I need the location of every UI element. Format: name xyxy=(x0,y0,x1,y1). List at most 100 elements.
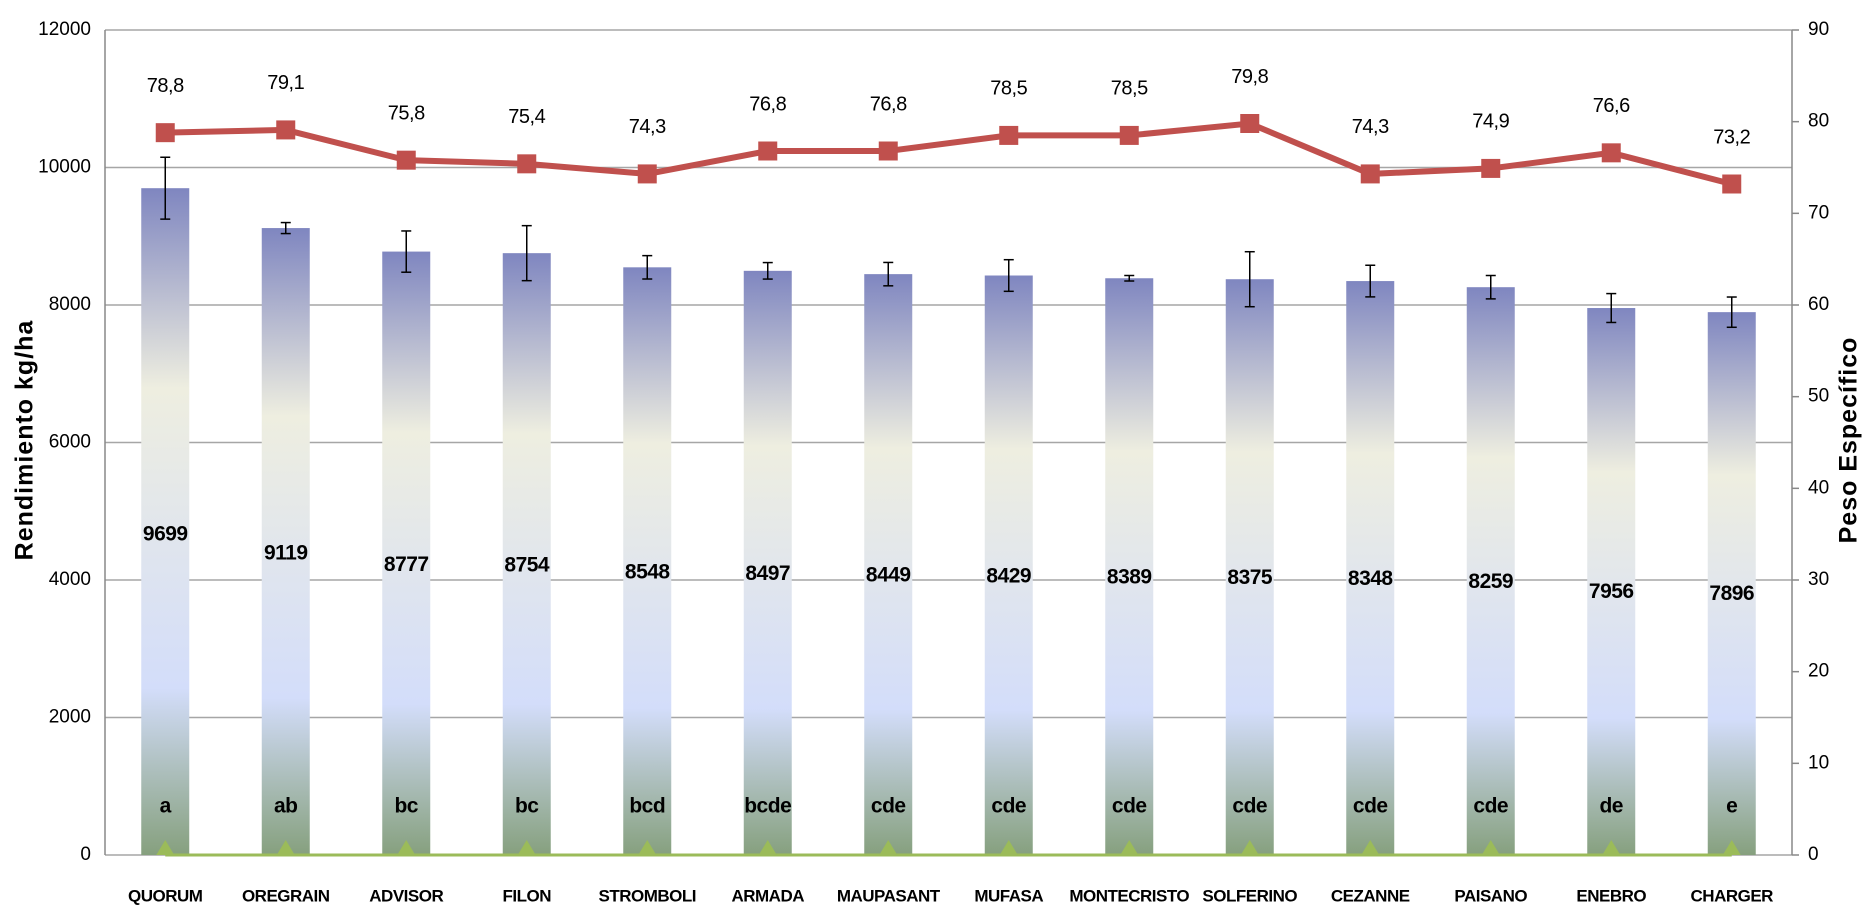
marker xyxy=(758,141,778,161)
error-bar xyxy=(1485,274,1496,300)
y-tick-label: 6000 xyxy=(49,432,91,453)
marker xyxy=(396,150,416,170)
group-label: cde xyxy=(871,795,906,818)
y2-tick-label: 20 xyxy=(1808,661,1829,682)
error-bar xyxy=(160,156,171,220)
group-label: bcd xyxy=(629,795,665,818)
group-label: bcde xyxy=(744,795,791,818)
y-tick-label: 0 xyxy=(80,844,91,865)
marker xyxy=(878,141,898,161)
bar xyxy=(1587,308,1636,855)
y-axis-title: Rendimiento kg/ha xyxy=(11,320,39,561)
group-label: e xyxy=(1726,795,1737,818)
error-bar xyxy=(762,261,773,280)
data-label: 76,8 xyxy=(749,93,786,115)
group-label: bc xyxy=(515,795,539,818)
y2-tick-label: 0 xyxy=(1808,844,1819,865)
x-tick-label: ENEBRO xyxy=(1576,886,1646,905)
error-bar xyxy=(642,254,653,280)
x-tick-label: CEZANNE xyxy=(1331,886,1410,905)
bar xyxy=(1466,287,1515,856)
y2-tick-label: 40 xyxy=(1808,477,1829,498)
data-label: 9119 xyxy=(264,542,308,565)
y2-tick-label: 60 xyxy=(1808,294,1829,315)
group-label: de xyxy=(1599,795,1623,818)
marker xyxy=(1240,114,1260,133)
data-label: 74,3 xyxy=(1352,116,1389,138)
error-bar xyxy=(1003,258,1014,293)
data-label: 8777 xyxy=(384,553,429,576)
bar xyxy=(864,274,913,856)
y2-axis-title: Peso Específico xyxy=(1835,337,1863,544)
x-tick-label: FILON xyxy=(503,886,552,905)
x-tick-label: OREGRAIN xyxy=(242,886,330,905)
x-tick-label: STROMBOLI xyxy=(599,886,697,905)
bar xyxy=(382,251,431,856)
y2-tick-label: 90 xyxy=(1808,19,1829,40)
group-label: cde xyxy=(991,795,1026,818)
line xyxy=(165,120,1733,187)
marker xyxy=(1481,840,1500,855)
marker xyxy=(879,840,898,855)
data-label: 75,8 xyxy=(388,102,425,124)
marker xyxy=(758,840,777,855)
data-label: 7896 xyxy=(1709,582,1754,605)
bar xyxy=(984,275,1033,856)
data-label: 78,8 xyxy=(147,75,184,97)
data-label: 74,3 xyxy=(629,116,666,138)
bar xyxy=(1225,279,1274,855)
bar xyxy=(743,270,792,855)
error-bar xyxy=(1606,292,1617,324)
y-tick-label: 12000 xyxy=(38,19,91,40)
data-label: 73,2 xyxy=(1713,126,1750,148)
data-label: 8389 xyxy=(1107,566,1152,589)
error-bar xyxy=(1124,274,1135,282)
data-label: 79,1 xyxy=(267,72,304,94)
error-bar xyxy=(1365,264,1376,298)
data-label: 79,8 xyxy=(1231,66,1268,88)
group-label: cde xyxy=(1112,795,1147,818)
data-label: 8429 xyxy=(986,564,1031,587)
x-tick-label: MAUPASANT xyxy=(837,886,941,905)
bar xyxy=(1346,281,1395,855)
x-tick-label: QUORUM xyxy=(128,886,203,905)
error-bar xyxy=(1244,250,1255,308)
y2-tick-label: 50 xyxy=(1808,386,1829,407)
marker xyxy=(1722,840,1741,855)
marker xyxy=(517,154,537,174)
x-tick-label: SOLFERINO xyxy=(1202,886,1297,905)
y-tick-label: 10000 xyxy=(38,157,91,178)
data-label: 8497 xyxy=(745,562,790,585)
marker xyxy=(276,120,296,140)
x-tick-label: MONTECRISTO xyxy=(1069,886,1189,905)
error-bar xyxy=(1726,296,1737,329)
group-label: cde xyxy=(1353,795,1388,818)
marker xyxy=(1119,125,1139,145)
y-tick-label: 4000 xyxy=(49,569,91,590)
y-tick-label: 2000 xyxy=(49,707,91,728)
group-label: a xyxy=(160,795,172,818)
marker xyxy=(638,840,657,855)
x-tick-label: MUFASA xyxy=(974,886,1043,905)
data-label: 75,4 xyxy=(508,106,545,128)
group-label: ab xyxy=(274,795,298,818)
data-label: 78,5 xyxy=(1111,78,1148,100)
data-label: 8259 xyxy=(1468,570,1513,593)
data-label: 9699 xyxy=(143,522,188,545)
marker xyxy=(999,840,1018,855)
bar xyxy=(623,267,672,855)
data-label: 8375 xyxy=(1227,566,1273,589)
marker xyxy=(397,840,416,855)
error-bar xyxy=(521,224,532,282)
x-tick-label: CHARGER xyxy=(1691,886,1774,905)
data-label: 8449 xyxy=(866,564,911,587)
marker xyxy=(1601,143,1621,163)
x-tick-label: ARMADA xyxy=(731,886,804,905)
x-tick-label: ADVISOR xyxy=(369,886,443,905)
y2-tick-label: 80 xyxy=(1808,111,1829,132)
bar xyxy=(261,228,310,856)
group-label: cde xyxy=(1232,795,1267,818)
bar xyxy=(1105,278,1154,856)
group-label: bc xyxy=(394,795,418,818)
